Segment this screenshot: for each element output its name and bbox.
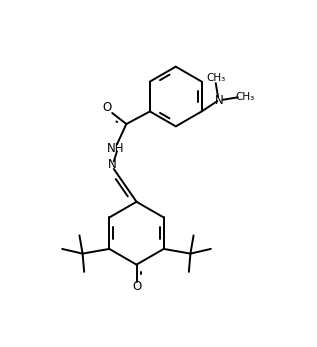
Text: O: O xyxy=(132,280,141,294)
Text: N: N xyxy=(108,158,117,171)
Text: NH: NH xyxy=(107,142,124,155)
Text: O: O xyxy=(102,101,111,114)
Text: CH₃: CH₃ xyxy=(235,92,254,102)
Text: CH₃: CH₃ xyxy=(206,73,225,83)
Text: N: N xyxy=(215,94,223,107)
